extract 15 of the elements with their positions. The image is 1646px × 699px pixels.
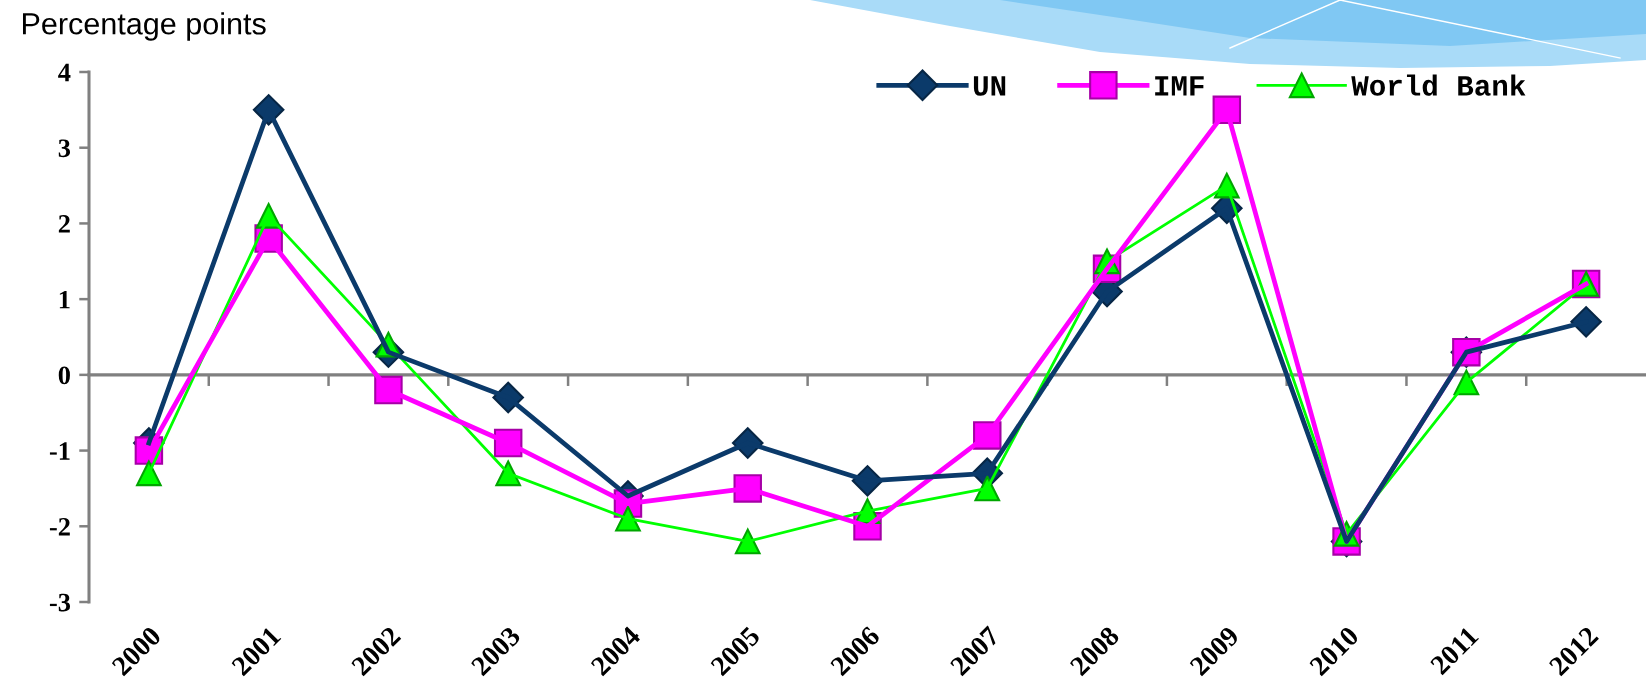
y-axis-title: Percentage points xyxy=(23,12,266,41)
y-tick-label: 3 xyxy=(58,139,71,158)
y-tick-label: 2 xyxy=(58,215,70,233)
y-tick-label: 1 xyxy=(59,290,70,309)
legend-label: IMF xyxy=(1155,76,1204,96)
y-tick-label: -2 xyxy=(49,517,70,536)
y-tick-label: -3 xyxy=(49,593,71,612)
x-tick-label: 2011 xyxy=(1429,625,1480,676)
y-tick-label: -1 xyxy=(49,442,70,460)
y-tick-label: 0 xyxy=(58,366,70,385)
legend-label: World Bank xyxy=(1351,74,1526,96)
y-tick-label: 4 xyxy=(58,63,71,82)
legend-label: UN xyxy=(973,76,1006,96)
point xyxy=(136,460,162,487)
point xyxy=(615,505,641,532)
